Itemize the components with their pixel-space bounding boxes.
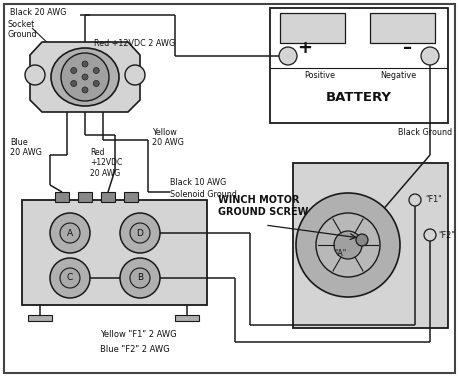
Ellipse shape — [51, 48, 119, 106]
Text: Black 20 AWG: Black 20 AWG — [10, 8, 67, 17]
Circle shape — [125, 65, 145, 85]
Text: Red
+12VDC
20 AWG: Red +12VDC 20 AWG — [90, 148, 122, 178]
Text: Black Ground: Black Ground — [398, 128, 452, 137]
Text: "A": "A" — [334, 248, 346, 257]
Text: Yellow "F1" 2 AWG: Yellow "F1" 2 AWG — [100, 330, 177, 339]
Text: Positive: Positive — [304, 71, 336, 80]
Text: Negative: Negative — [380, 71, 416, 80]
Circle shape — [82, 61, 88, 67]
Circle shape — [93, 67, 99, 74]
Circle shape — [50, 258, 90, 298]
Text: Solenoid Ground: Solenoid Ground — [170, 190, 237, 199]
Circle shape — [356, 234, 368, 246]
Bar — [78, 192, 92, 202]
Text: Socket
Ground: Socket Ground — [8, 20, 38, 40]
Text: –: – — [403, 39, 413, 57]
Text: Yellow
20 AWG: Yellow 20 AWG — [152, 128, 184, 147]
Bar — [270, 8, 448, 123]
Circle shape — [82, 87, 88, 93]
Circle shape — [130, 223, 150, 243]
Circle shape — [334, 231, 362, 259]
Circle shape — [71, 67, 77, 74]
Text: A: A — [67, 228, 73, 238]
Text: B: B — [137, 273, 143, 282]
Bar — [55, 192, 69, 202]
Bar — [101, 192, 115, 202]
Circle shape — [25, 65, 45, 85]
Text: Blue "F2" 2 AWG: Blue "F2" 2 AWG — [100, 345, 170, 354]
Bar — [175, 315, 199, 321]
Polygon shape — [30, 42, 140, 112]
Circle shape — [130, 268, 150, 288]
Text: "F2": "F2" — [438, 230, 455, 239]
Bar — [28, 315, 52, 321]
Circle shape — [296, 193, 400, 297]
Text: Red +12VDC 2 AWG: Red +12VDC 2 AWG — [94, 39, 175, 48]
Text: WINCH MOTOR
GROUND SCREW: WINCH MOTOR GROUND SCREW — [218, 195, 308, 217]
Circle shape — [120, 213, 160, 253]
Circle shape — [61, 53, 109, 101]
Bar — [280, 13, 345, 43]
Circle shape — [82, 74, 88, 80]
Bar — [124, 192, 138, 202]
Bar — [22, 200, 207, 305]
Text: Blue
20 AWG: Blue 20 AWG — [10, 138, 42, 158]
Text: Black 10 AWG: Black 10 AWG — [170, 178, 226, 187]
Text: BATTERY: BATTERY — [326, 91, 392, 104]
Circle shape — [71, 81, 77, 86]
Text: D: D — [137, 228, 144, 238]
Circle shape — [120, 258, 160, 298]
Circle shape — [316, 213, 380, 277]
Text: +: + — [297, 39, 313, 57]
Text: C: C — [67, 273, 73, 282]
Circle shape — [424, 229, 436, 241]
Text: "F1": "F1" — [425, 196, 442, 204]
Circle shape — [409, 194, 421, 206]
Circle shape — [60, 223, 80, 243]
Circle shape — [60, 268, 80, 288]
Bar — [370, 13, 435, 43]
Circle shape — [279, 47, 297, 65]
Circle shape — [93, 81, 99, 86]
Circle shape — [50, 213, 90, 253]
Bar — [293, 163, 448, 328]
Circle shape — [421, 47, 439, 65]
